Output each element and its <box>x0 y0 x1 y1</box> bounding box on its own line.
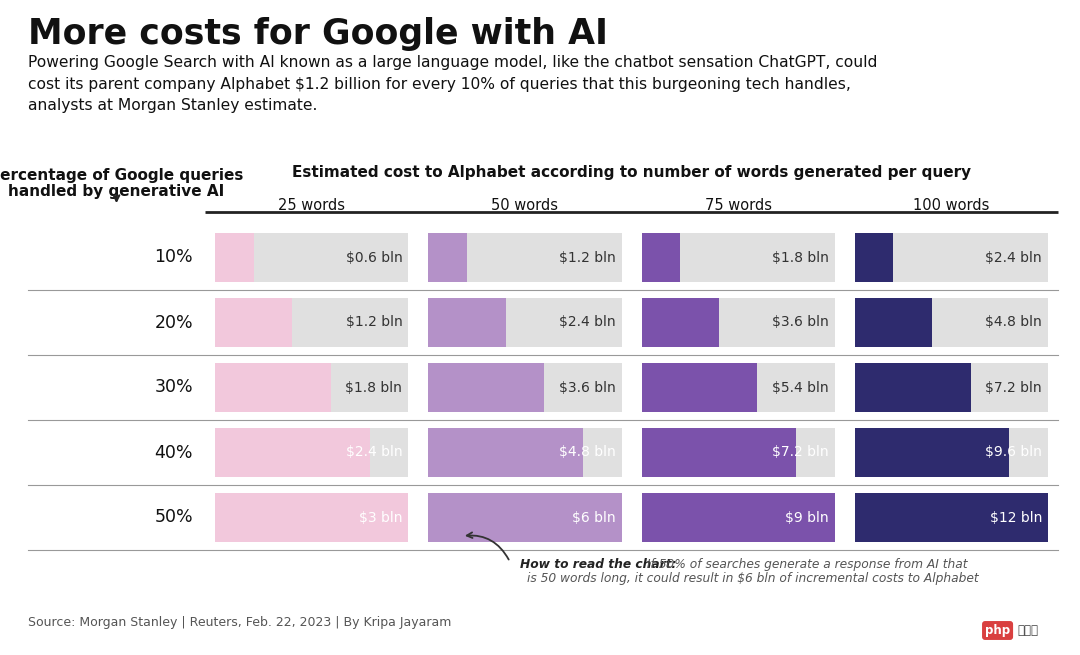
Text: More costs for Google with AI: More costs for Google with AI <box>28 17 608 51</box>
Bar <box>429 493 621 542</box>
Bar <box>642 363 835 412</box>
Bar <box>429 428 621 477</box>
Text: Source: Morgan Stanley | Reuters, Feb. 22, 2023 | By Kripa Jayaram: Source: Morgan Stanley | Reuters, Feb. 2… <box>28 616 451 629</box>
Bar <box>854 363 971 412</box>
Text: $9 bln: $9 bln <box>785 510 828 525</box>
Bar <box>215 428 408 477</box>
Bar <box>854 233 1048 282</box>
Text: $9.6 bln: $9.6 bln <box>985 445 1042 460</box>
Text: 25 words: 25 words <box>279 198 346 213</box>
Text: $1.2 bln: $1.2 bln <box>558 250 616 265</box>
Bar <box>429 428 583 477</box>
Text: If 50% of searches generate a response from AI that: If 50% of searches generate a response f… <box>644 558 968 571</box>
Text: $3.6 bln: $3.6 bln <box>558 381 616 394</box>
Text: $5.4 bln: $5.4 bln <box>772 381 828 394</box>
Text: $7.2 bln: $7.2 bln <box>985 381 1042 394</box>
Bar <box>642 233 680 282</box>
Bar <box>215 233 254 282</box>
Text: $1.2 bln: $1.2 bln <box>346 316 402 329</box>
Text: 40%: 40% <box>154 443 193 462</box>
Bar <box>642 298 835 347</box>
Text: 中文网: 中文网 <box>1017 624 1038 637</box>
Bar <box>215 363 408 412</box>
Text: 20%: 20% <box>154 314 193 331</box>
Bar <box>215 428 369 477</box>
Bar <box>854 428 1010 477</box>
Text: Estimated cost to Alphabet according to number of words generated per query: Estimated cost to Alphabet according to … <box>292 165 971 180</box>
Text: $1.8 bln: $1.8 bln <box>772 250 828 265</box>
Text: handled by generative AI: handled by generative AI <box>9 184 225 199</box>
Bar <box>429 363 544 412</box>
Text: $2.4 bln: $2.4 bln <box>985 250 1042 265</box>
Text: $2.4 bln: $2.4 bln <box>558 316 616 329</box>
Bar <box>854 428 1048 477</box>
Bar <box>854 298 1048 347</box>
Text: 100 words: 100 words <box>914 198 989 213</box>
Bar <box>642 428 796 477</box>
Bar <box>429 298 621 347</box>
Bar <box>642 298 719 347</box>
Text: 75 words: 75 words <box>704 198 771 213</box>
Text: php: php <box>985 624 1010 637</box>
Bar <box>854 493 1048 542</box>
Bar <box>642 233 835 282</box>
Text: $4.8 bln: $4.8 bln <box>558 445 616 460</box>
Text: How to read the chart:: How to read the chart: <box>519 558 676 571</box>
Bar <box>215 298 408 347</box>
Text: 30%: 30% <box>154 379 193 396</box>
Bar <box>429 363 621 412</box>
Text: Percentage of Google queries: Percentage of Google queries <box>0 168 244 183</box>
Bar <box>215 493 408 542</box>
Text: $1.8 bln: $1.8 bln <box>346 381 402 394</box>
Bar <box>642 493 835 542</box>
Text: $7.2 bln: $7.2 bln <box>772 445 828 460</box>
Text: 50%: 50% <box>154 508 193 527</box>
Bar <box>854 233 893 282</box>
Bar <box>215 233 408 282</box>
Text: $3 bln: $3 bln <box>359 510 402 525</box>
Bar <box>642 428 835 477</box>
Text: $0.6 bln: $0.6 bln <box>346 250 402 265</box>
Text: $6 bln: $6 bln <box>572 510 616 525</box>
Text: 10%: 10% <box>154 248 193 267</box>
Text: $12 bln: $12 bln <box>989 510 1042 525</box>
Bar <box>215 298 293 347</box>
Bar <box>429 493 621 542</box>
Bar <box>854 363 1048 412</box>
Text: Powering Google Search with AI known as a large language model, like the chatbot: Powering Google Search with AI known as … <box>28 55 877 113</box>
Bar <box>429 298 505 347</box>
Bar <box>215 363 330 412</box>
Text: 50 words: 50 words <box>491 198 558 213</box>
Bar <box>215 493 408 542</box>
Text: is 50 words long, it could result in $6 bln of incremental costs to Alphabet: is 50 words long, it could result in $6 … <box>527 572 978 585</box>
Text: $4.8 bln: $4.8 bln <box>985 316 1042 329</box>
Bar <box>642 363 757 412</box>
Bar <box>854 298 932 347</box>
Bar <box>854 493 1048 542</box>
Bar <box>642 493 835 542</box>
Bar <box>429 233 467 282</box>
Text: $2.4 bln: $2.4 bln <box>346 445 402 460</box>
Text: $3.6 bln: $3.6 bln <box>772 316 828 329</box>
Bar <box>429 233 621 282</box>
